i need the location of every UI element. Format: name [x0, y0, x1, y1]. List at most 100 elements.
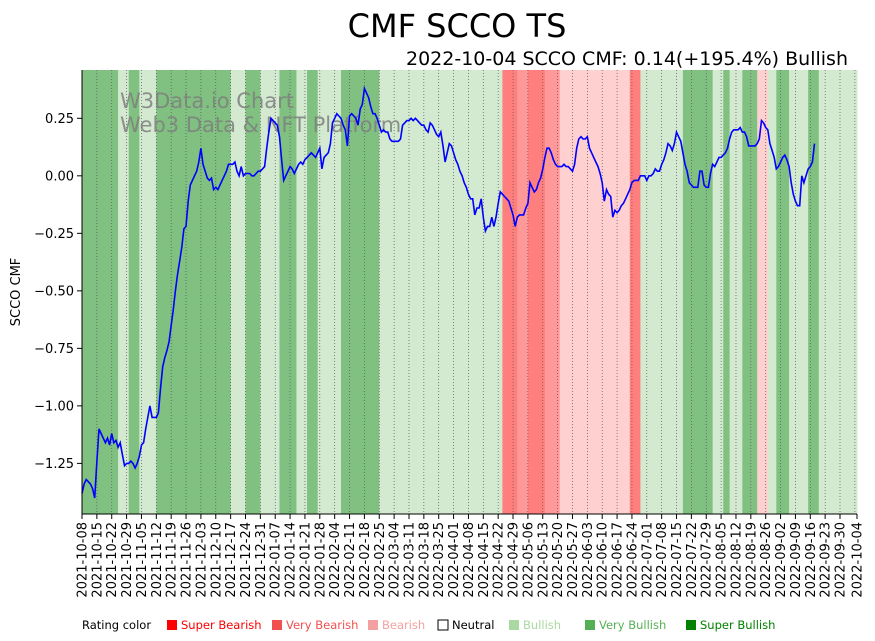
legend-item-label: Super Bearish: [181, 618, 262, 632]
x-tick-label: 2021-10-29: [120, 522, 135, 598]
x-tick-label: 2021-10-22: [105, 522, 120, 598]
rating-band: [103, 70, 119, 514]
x-tick-label: 2022-08-26: [759, 522, 774, 598]
x-tick-label: 2022-07-15: [670, 522, 685, 598]
rating-band: [394, 70, 503, 514]
x-tick-label: 2022-09-16: [804, 522, 819, 598]
rating-band: [776, 70, 790, 514]
legend-item-label: Super Bullish: [700, 618, 775, 632]
x-tick-label: 2022-02-04: [328, 522, 343, 598]
x-tick-label: 2022-07-08: [655, 522, 670, 598]
rating-band: [808, 70, 820, 514]
y-tick-label: 0.25: [45, 112, 74, 127]
rating-band: [829, 70, 858, 514]
y-axis-label: SCCO CMF: [9, 258, 24, 327]
rating-bands: [82, 70, 858, 514]
rating-legend: Rating color Super Bearish Very Bearish Be…: [82, 618, 775, 632]
rating-band: [245, 70, 261, 514]
rating-band: [296, 70, 308, 514]
legend-item-label: Bearish: [382, 618, 425, 632]
rating-band: [353, 70, 380, 514]
rating-band: [640, 70, 667, 514]
rating-band: [789, 70, 809, 514]
x-tick-label: 2022-01-07: [269, 522, 284, 598]
y-tick-label: −0.50: [34, 284, 74, 299]
x-tick-label: 2022-03-11: [402, 522, 417, 598]
legend-item-label: Very Bearish: [286, 618, 358, 632]
legend-swatch: [437, 619, 449, 631]
rating-band: [544, 70, 561, 514]
y-tick-label: 0.00: [45, 169, 74, 184]
x-tick-label: 2021-12-17: [224, 522, 239, 598]
x-tick-label: 2021-12-24: [239, 522, 254, 598]
x-tick-label: 2022-06-24: [625, 522, 640, 598]
legend-item-label: Very Bullish: [599, 618, 666, 632]
x-tick-label: 2021-11-05: [135, 522, 150, 598]
x-tick-label: 2022-04-08: [462, 522, 477, 598]
x-tick-label: 2022-07-29: [700, 522, 715, 598]
legend-swatch: [272, 620, 282, 630]
rating-band: [712, 70, 724, 514]
x-tick-label: 2022-05-06: [521, 522, 536, 598]
x-tick-label: 2022-04-29: [507, 522, 522, 598]
x-tick-label: 2022-08-19: [744, 522, 759, 598]
chart-subtitle: 2022-10-04 SCCO CMF: 0.14(+195.4%) Bulli…: [406, 48, 848, 70]
legend-item-label: Bullish: [523, 618, 561, 632]
x-tick-label: 2022-07-22: [685, 522, 700, 598]
x-tick-label: 2021-12-31: [254, 522, 269, 598]
rating-band: [82, 70, 104, 514]
rating-band: [682, 70, 714, 514]
rating-band: [341, 70, 355, 514]
legend-item-label: Neutral: [452, 618, 494, 632]
rating-band: [723, 70, 731, 514]
x-tick-label: 2022-04-22: [492, 522, 507, 598]
x-tick-label: 2022-09-30: [834, 522, 849, 598]
rating-band: [205, 70, 232, 514]
x-tick-label: 2022-05-13: [536, 522, 551, 598]
x-tick-label: 2021-11-19: [165, 522, 180, 598]
rating-band: [665, 70, 684, 514]
y-tick-label: −0.75: [34, 342, 74, 357]
x-tick-label: 2022-03-04: [388, 522, 403, 598]
watermark-line1: W3Data.io Chart: [120, 89, 294, 113]
x-tick-label: 2022-08-12: [729, 522, 744, 598]
y-tick-label: −0.25: [34, 227, 74, 242]
rating-band: [139, 70, 157, 514]
y-tick-label: −1.25: [34, 457, 74, 472]
x-tick-label: 2021-10-15: [90, 522, 105, 598]
x-tick-label: 2022-02-11: [343, 522, 358, 598]
rating-band: [818, 70, 830, 514]
x-tick-label: 2022-06-17: [611, 522, 626, 598]
legend-swatch: [509, 620, 519, 630]
x-tick-label: 2022-01-14: [284, 522, 299, 598]
x-tick-label: 2021-11-26: [180, 522, 195, 598]
axes: [81, 70, 857, 515]
x-tick-label: 2022-01-21: [298, 522, 313, 598]
x-tick-label: 2022-07-01: [640, 522, 655, 598]
rating-band: [128, 70, 140, 514]
cmf-series-line: [81, 85, 816, 499]
x-tick-label: 2022-02-25: [373, 522, 388, 598]
x-tick-label: 2022-10-04: [851, 522, 866, 598]
x-tick-label: 2022-05-20: [551, 522, 566, 598]
rating-band: [580, 70, 631, 514]
legend-swatch: [686, 620, 696, 630]
rating-band: [527, 70, 546, 514]
rating-band: [317, 70, 342, 514]
rating-band: [307, 70, 319, 514]
x-tick-label: 2021-12-03: [194, 522, 209, 598]
legend-swatch: [167, 620, 177, 630]
rating-band: [156, 70, 206, 514]
x-tick-label: 2022-03-25: [432, 522, 447, 598]
x-tick-label: 2022-06-10: [596, 522, 611, 598]
legend-title: Rating color: [82, 618, 151, 632]
x-tick-label: 2022-01-28: [313, 522, 328, 598]
rating-band: [118, 70, 130, 514]
rating-band: [502, 70, 518, 514]
rating-band: [559, 70, 582, 514]
rating-band: [379, 70, 395, 514]
x-tick-label: 2022-05-27: [566, 522, 581, 598]
x-tick-label: 2021-10-08: [76, 522, 91, 598]
x-tick-label: 2022-09-09: [789, 522, 804, 598]
